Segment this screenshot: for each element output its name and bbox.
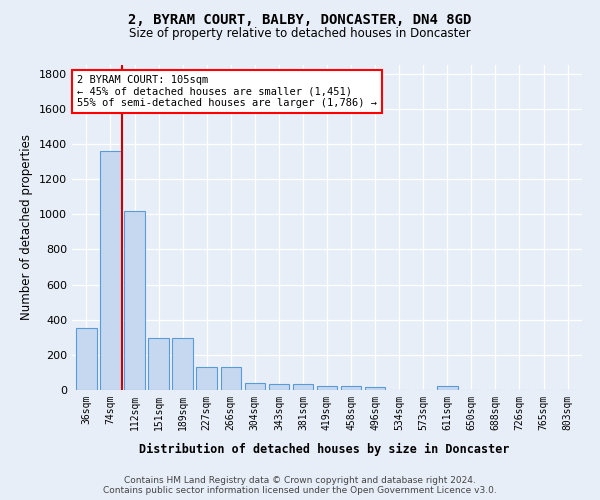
Bar <box>172 338 193 390</box>
Bar <box>148 338 169 390</box>
Bar <box>196 367 217 390</box>
Text: Contains HM Land Registry data © Crown copyright and database right 2024.
Contai: Contains HM Land Registry data © Crown c… <box>103 476 497 495</box>
Bar <box>124 211 145 390</box>
Bar <box>341 386 361 390</box>
Text: Distribution of detached houses by size in Doncaster: Distribution of detached houses by size … <box>139 442 509 456</box>
Bar <box>365 388 385 390</box>
Y-axis label: Number of detached properties: Number of detached properties <box>20 134 34 320</box>
Bar <box>76 328 97 390</box>
Bar <box>245 383 265 390</box>
Bar <box>269 384 289 390</box>
Text: Size of property relative to detached houses in Doncaster: Size of property relative to detached ho… <box>129 28 471 40</box>
Bar <box>293 384 313 390</box>
Text: 2 BYRAM COURT: 105sqm
← 45% of detached houses are smaller (1,451)
55% of semi-d: 2 BYRAM COURT: 105sqm ← 45% of detached … <box>77 74 377 108</box>
Text: 2, BYRAM COURT, BALBY, DONCASTER, DN4 8GD: 2, BYRAM COURT, BALBY, DONCASTER, DN4 8G… <box>128 12 472 26</box>
Bar <box>317 386 337 390</box>
Bar <box>221 367 241 390</box>
Bar <box>437 386 458 390</box>
Bar <box>100 151 121 390</box>
